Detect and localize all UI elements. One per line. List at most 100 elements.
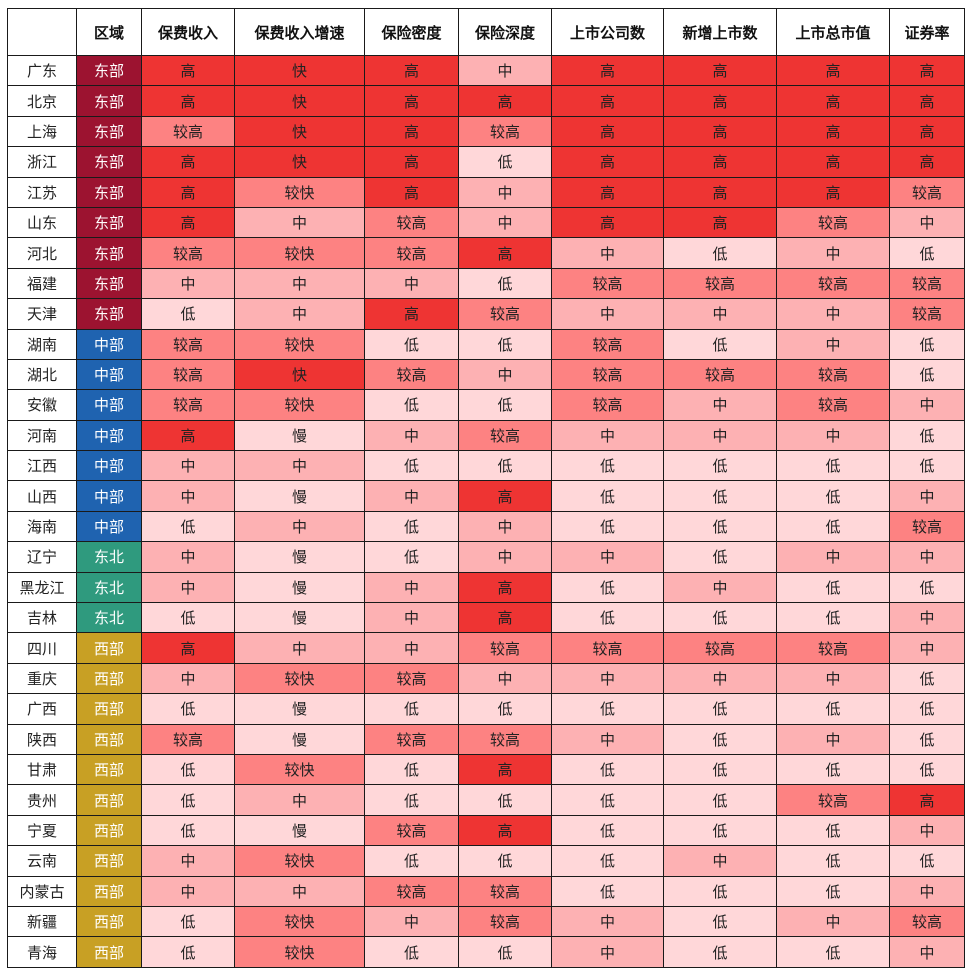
table-row: 青海 西部低较快低低中低低中 <box>7 936 965 968</box>
level-cell: 中 <box>458 54 552 87</box>
level-cell: 中 <box>776 237 890 269</box>
level-cell: 中 <box>364 419 459 452</box>
table-row: 广西 西部低慢低低低低低低 <box>7 693 965 725</box>
table-row: 吉林 东北低慢中高低低低中 <box>7 602 965 634</box>
region-cell: 中部 <box>76 510 142 543</box>
level-cell: 中 <box>776 419 890 452</box>
level-cell: 低 <box>551 602 664 634</box>
table-row: 河北 东部 较高 较快 较高高中低中低 <box>7 237 965 269</box>
level-cell: 高 <box>663 206 777 239</box>
table-row: 浙江 东部高快高低高高高高 <box>7 146 965 178</box>
level-cell: 高 <box>551 146 664 178</box>
region-cell: 中部 <box>76 450 142 482</box>
level-cell: 高 <box>141 176 235 208</box>
header-cell <box>7 8 77 56</box>
province-cell: 青海 <box>7 936 77 968</box>
level-cell: 中 <box>458 176 552 208</box>
level-cell: 慢 <box>234 723 365 755</box>
region-cell: 东部 <box>76 54 142 87</box>
level-cell: 较高 <box>776 389 890 421</box>
level-cell: 较快 <box>234 662 365 695</box>
level-cell: 低 <box>364 510 459 543</box>
level-cell: 高 <box>141 54 235 87</box>
level-cell: 低 <box>364 753 459 786</box>
level-cell: 中 <box>141 845 235 877</box>
level-cell: 快 <box>234 358 365 391</box>
level-cell: 中 <box>663 571 777 604</box>
province-cell: 江苏 <box>7 176 77 208</box>
level-cell: 低 <box>776 602 890 634</box>
province-cell: 内蒙古 <box>7 875 77 907</box>
level-cell: 较高 <box>551 389 664 421</box>
level-cell: 低 <box>141 602 235 634</box>
level-cell: 高 <box>889 54 965 87</box>
level-cell: 中 <box>234 784 365 816</box>
province-cell: 上海 <box>7 115 77 148</box>
level-cell: 中 <box>889 541 965 573</box>
level-cell: 较高 <box>364 875 459 907</box>
level-cell: 低 <box>551 480 664 512</box>
level-cell: 高 <box>889 784 965 816</box>
level-cell: 低 <box>458 936 552 968</box>
level-cell: 中 <box>889 875 965 907</box>
level-cell: 中 <box>551 541 664 573</box>
level-cell: 较高 <box>889 176 965 208</box>
level-cell: 低 <box>776 936 890 968</box>
level-cell: 高 <box>889 85 965 117</box>
level-cell: 较快 <box>234 753 365 786</box>
level-cell: 低 <box>551 753 664 786</box>
level-cell: 较高 <box>458 298 552 330</box>
level-cell: 慢 <box>234 693 365 725</box>
province-cell: 北京 <box>7 85 77 117</box>
table-row: 北京 东部高快高高高高高高 <box>7 85 965 117</box>
level-cell: 较高 <box>889 298 965 330</box>
level-cell: 低 <box>663 450 777 482</box>
level-cell: 中 <box>663 845 777 877</box>
level-cell: 较快 <box>234 905 365 938</box>
province-cell: 宁夏 <box>7 814 77 847</box>
table-row: 广东 东部高快高中高高高高 <box>7 54 965 87</box>
table-row: 天津 东部低中高较高中中中较高 <box>7 298 965 330</box>
level-cell: 中 <box>551 723 664 755</box>
level-cell: 中 <box>551 905 664 938</box>
level-cell: 高 <box>663 146 777 178</box>
level-cell: 较快 <box>234 845 365 877</box>
table-row: 辽宁 东北中慢低中中低中中 <box>7 541 965 573</box>
region-cell: 中部 <box>76 389 142 421</box>
region-cell: 东部 <box>76 267 142 300</box>
province-cell: 吉林 <box>7 602 77 634</box>
level-cell: 低 <box>141 693 235 725</box>
level-cell: 低 <box>141 936 235 968</box>
header-cell: 证券率 <box>889 8 965 56</box>
level-cell: 低 <box>663 814 777 847</box>
table-row: 上海 东部 较高快高较高高高高高 <box>7 115 965 148</box>
level-cell: 中 <box>663 389 777 421</box>
table-row: 甘肃 西部低较快低高低低低低 <box>7 753 965 786</box>
level-cell: 低 <box>141 298 235 330</box>
level-cell: 高 <box>776 85 890 117</box>
level-cell: 中 <box>889 206 965 239</box>
level-cell: 中 <box>458 510 552 543</box>
region-cell: 中部 <box>76 358 142 391</box>
province-cell: 黑龙江 <box>7 571 77 604</box>
level-cell: 低 <box>663 328 777 360</box>
level-cell: 较高 <box>141 723 235 755</box>
level-cell: 中 <box>458 662 552 695</box>
level-cell: 中 <box>776 298 890 330</box>
level-cell: 低 <box>663 693 777 725</box>
level-cell: 较高 <box>776 632 890 664</box>
level-cell: 高 <box>551 115 664 148</box>
province-cell: 河北 <box>7 237 77 269</box>
region-cell: 东部 <box>76 206 142 239</box>
level-cell: 较高 <box>889 905 965 938</box>
table-row: 山东 东部高中较高中高高较高中 <box>7 206 965 239</box>
level-cell: 中 <box>234 510 365 543</box>
level-cell: 高 <box>141 419 235 452</box>
level-cell: 低 <box>663 905 777 938</box>
region-cell: 西部 <box>76 662 142 695</box>
level-cell: 较高 <box>458 419 552 452</box>
level-cell: 高 <box>364 176 459 208</box>
region-cell: 西部 <box>76 845 142 877</box>
region-cell: 西部 <box>76 723 142 755</box>
level-cell: 高 <box>663 115 777 148</box>
